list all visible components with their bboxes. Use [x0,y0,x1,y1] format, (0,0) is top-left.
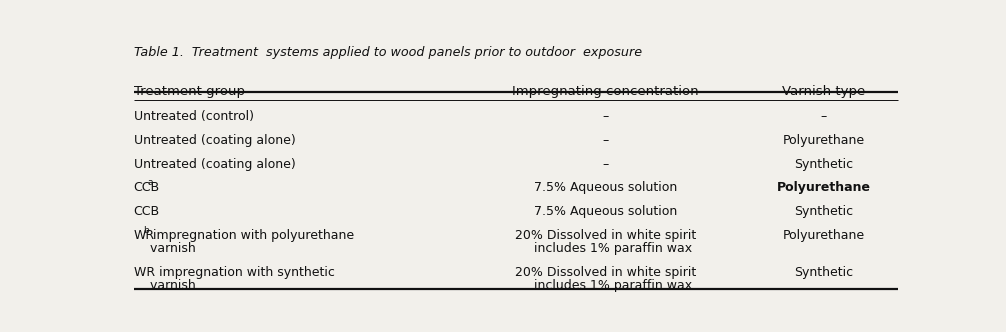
Text: CCB: CCB [134,205,160,218]
Text: 7.5% Aqueous solution: 7.5% Aqueous solution [533,182,677,195]
Text: includes 1% paraffin wax: includes 1% paraffin wax [518,279,692,292]
Text: a: a [148,178,153,187]
Text: 7.5% Aqueous solution: 7.5% Aqueous solution [533,205,677,218]
Text: –: – [603,158,609,171]
Text: CCB: CCB [134,182,160,195]
Text: impregnation with polyurethane: impregnation with polyurethane [149,229,354,242]
Text: varnish: varnish [134,279,195,292]
Text: Polyurethane: Polyurethane [783,229,864,242]
Text: Untreated (coating alone): Untreated (coating alone) [134,158,296,171]
Text: Polyurethane: Polyurethane [777,182,870,195]
Text: Table 1.  Treatment  systems applied to wood panels prior to outdoor  exposure: Table 1. Treatment systems applied to wo… [134,46,642,59]
Text: WR impregnation with synthetic: WR impregnation with synthetic [134,266,334,279]
Text: Untreated (coating alone): Untreated (coating alone) [134,134,296,147]
Text: 20% Dissolved in white spirit: 20% Dissolved in white spirit [515,229,696,242]
Text: Varnish type: Varnish type [782,85,865,98]
Text: Polyurethane: Polyurethane [783,134,864,147]
Text: Treatment group: Treatment group [134,85,244,98]
Text: –: – [821,110,827,123]
Text: –: – [603,134,609,147]
Text: –: – [603,110,609,123]
Text: WR: WR [134,229,155,242]
Text: Untreated (control): Untreated (control) [134,110,254,123]
Text: Synthetic: Synthetic [794,205,853,218]
Text: Impregnating concentration: Impregnating concentration [512,85,698,98]
Text: includes 1% paraffin wax: includes 1% paraffin wax [518,242,692,255]
Text: Synthetic: Synthetic [794,266,853,279]
Text: 20% Dissolved in white spirit: 20% Dissolved in white spirit [515,266,696,279]
Text: b: b [143,226,149,235]
Text: Synthetic: Synthetic [794,158,853,171]
Text: varnish: varnish [134,242,195,255]
